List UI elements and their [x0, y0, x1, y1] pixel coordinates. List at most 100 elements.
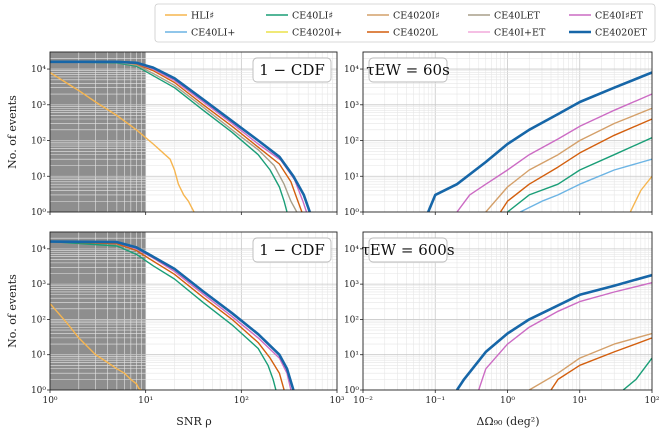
legend-label: CE40LET — [494, 11, 541, 22]
grid — [50, 52, 337, 212]
series-line-ce4020et — [426, 71, 652, 212]
series-group — [426, 71, 652, 212]
y-tick-label: 10³ — [31, 101, 46, 111]
legend: HLI♯ CE40LI+ CE40LI♯ CE4020I+ CE4020I♯ CE4020… — [154, 3, 656, 43]
shaded-region — [50, 232, 146, 390]
y-tick-label: 10² — [31, 315, 46, 325]
series-line-ce40li — [50, 240, 277, 390]
panel-title-box: 1 − CDF — [252, 57, 332, 83]
series-line-ce4020i — [485, 107, 652, 212]
y-tick-label: 10⁴ — [344, 65, 359, 75]
series-line-ce4020l — [550, 337, 652, 390]
legend-item: CE40I♯ET — [569, 11, 644, 22]
legend-label: CE40I+ET — [494, 28, 546, 39]
legend-item: CE40LET — [468, 11, 541, 22]
series-line-ce4020et — [50, 240, 295, 390]
legend-label: CE40LI+ — [191, 28, 235, 39]
series-line-ce40iet — [478, 282, 652, 390]
y-axis-label-bottom: No. of events — [6, 274, 19, 348]
legend-label: CE40LI♯ — [292, 11, 333, 22]
y-tick-label: 10¹ — [344, 351, 359, 361]
legend-item: CE40LI♯ — [266, 11, 333, 22]
series-line-ce40iet — [456, 93, 652, 212]
panel-title-box: τEW = 600s — [361, 237, 455, 263]
x-axis-label-right: ΔΩ₉₀ (deg²) — [477, 415, 540, 428]
y-tick-label: 10¹ — [31, 351, 46, 361]
panel-title: τEW = 600s — [361, 241, 454, 259]
series-group — [50, 60, 312, 212]
y-tick-label: 10¹ — [344, 172, 359, 182]
legend-item: CE40LI+ — [165, 28, 235, 39]
panel-4: 10⁰ 10¹ 10² 10³ 10⁴ 10⁻² 10⁻¹ 10⁰ 10¹ 10² τEW = 60… — [344, 231, 660, 406]
title-box-frame — [252, 237, 332, 263]
legend-label: CE40I♯ET — [595, 11, 644, 22]
title-box-frame — [252, 57, 332, 83]
x-tick-label: 10¹ — [572, 396, 587, 406]
axes-frame — [49, 51, 338, 213]
y-tick-label: 10⁴ — [31, 245, 46, 255]
legend-item: CE4020ET — [569, 28, 647, 39]
title-box-frame — [368, 57, 448, 83]
legend-item: CE4020L — [367, 28, 438, 39]
x-tick-label: 10¹ — [138, 396, 153, 406]
series-line-hli — [50, 71, 195, 212]
y-tick-label: 10⁰ — [31, 208, 46, 218]
x-axis-label-left: SNR ρ — [176, 415, 211, 428]
series-line-hli — [629, 175, 652, 212]
y-tick-label: 10² — [31, 137, 46, 147]
series-line-hli — [50, 303, 142, 390]
x-tick-label: 10³ — [329, 396, 344, 406]
panel-title-box: τEW = 60s — [366, 57, 450, 83]
panel-title: τEW = 60s — [366, 61, 450, 79]
legend-item: CE4020I♯ — [367, 11, 440, 22]
series-line-ce40li — [50, 61, 288, 212]
legend-label: CE4020L — [393, 28, 438, 39]
series-line-ce40li — [519, 158, 652, 212]
legend-item: CE40I+ET — [468, 28, 546, 39]
series-line-ce4020l — [50, 240, 285, 390]
series-line-ce40li — [507, 137, 652, 212]
series-line-ce4020et — [50, 60, 312, 212]
y-tick-label: 10² — [344, 315, 359, 325]
series-group — [455, 273, 652, 390]
y-axis-label-top: No. of events — [6, 95, 19, 169]
legend-label: CE4020I+ — [292, 28, 342, 39]
panel-1: 10⁰ 10¹ 10² 10³ 10⁴ 1 − CDF — [31, 51, 338, 218]
shaded-region — [50, 52, 146, 212]
series-line-ce40li — [622, 357, 652, 390]
legend-label: HLI♯ — [191, 11, 214, 22]
x-tick-label: 10⁻¹ — [425, 396, 445, 406]
y-tick-label: 10⁴ — [31, 65, 46, 75]
panel-title: 1 − CDF — [259, 61, 325, 79]
series-line-ce4020et — [455, 273, 652, 390]
y-tick-label: 10⁰ — [344, 208, 359, 218]
legend-item: CE4020I+ — [266, 28, 342, 39]
axes-frame — [49, 231, 338, 391]
legend-label: CE4020I♯ — [393, 11, 440, 22]
series-line-ce4020l — [499, 118, 652, 212]
panel-title-box: 1 − CDF — [252, 237, 332, 263]
y-tick-label: 10⁰ — [31, 386, 46, 396]
title-box-frame — [368, 237, 448, 263]
x-tick-label: 10⁰ — [500, 396, 515, 406]
series-line-ce40let — [50, 61, 298, 212]
y-tick-label: 10⁰ — [344, 386, 359, 396]
y-tick-label: 10² — [344, 137, 359, 147]
series-group — [50, 240, 295, 390]
legend-label: CE4020ET — [595, 28, 647, 39]
grid — [50, 232, 337, 390]
x-tick-label: 10² — [234, 396, 249, 406]
y-tick-label: 10³ — [31, 280, 46, 290]
y-tick-label: 10⁴ — [344, 245, 359, 255]
legend-item: HLI♯ — [165, 11, 214, 22]
panel-3: 10⁰ 10¹ 10² 10³ 10⁴ 10⁰ 10¹ 10² 10³ 1 − CDF — [31, 231, 345, 406]
panel-title: 1 − CDF — [259, 241, 325, 259]
panel-2: 10⁰ 10¹ 10² 10³ 10⁴ τEW = 60s — [344, 51, 653, 218]
y-tick-label: 10³ — [344, 280, 359, 290]
x-tick-label: 10² — [644, 396, 659, 406]
series-line-ce4020i — [528, 332, 652, 390]
y-tick-label: 10³ — [344, 101, 359, 111]
x-tick-label: 10⁰ — [42, 396, 57, 406]
x-tick-label: 10⁻² — [353, 396, 373, 406]
